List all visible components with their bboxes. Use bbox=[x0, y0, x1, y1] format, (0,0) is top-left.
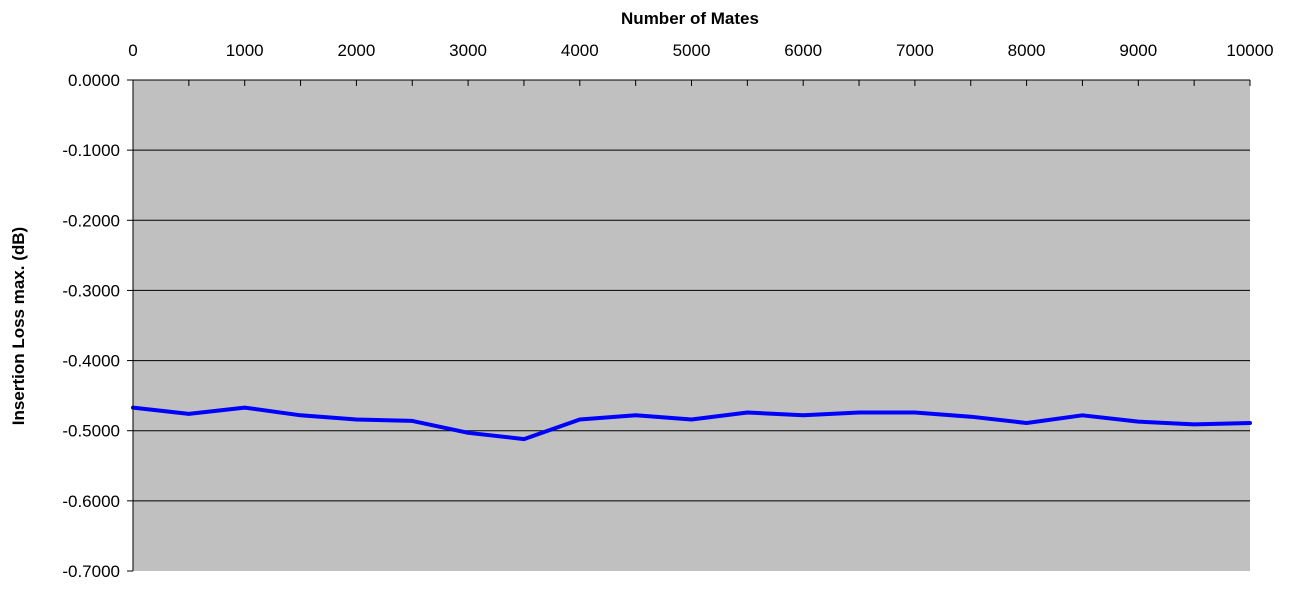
y-tick-label: -0.7000 bbox=[62, 562, 120, 581]
y-tick-label: -0.4000 bbox=[62, 352, 120, 371]
x-tick-label: 6000 bbox=[784, 41, 822, 60]
series-line bbox=[131, 405, 1252, 442]
x-tick-label: 4000 bbox=[561, 41, 599, 60]
y-tick-label: -0.1000 bbox=[62, 141, 120, 160]
x-tick-label: 2000 bbox=[337, 41, 375, 60]
x-tick-label: 9000 bbox=[1119, 41, 1157, 60]
y-tick-label: -0.5000 bbox=[62, 422, 120, 441]
x-tick-label: 3000 bbox=[449, 41, 487, 60]
x-tick-label: 7000 bbox=[896, 41, 934, 60]
y-tick-label: -0.6000 bbox=[62, 492, 120, 511]
x-axis-title: Number of Mates bbox=[621, 9, 759, 28]
y-tick-label: -0.3000 bbox=[62, 281, 120, 300]
x-tick-label: 0 bbox=[128, 41, 137, 60]
y-axis-title: Insertion Loss max. (dB) bbox=[9, 227, 28, 425]
x-tick-label: 8000 bbox=[1008, 41, 1046, 60]
x-tick-label: 1000 bbox=[226, 41, 264, 60]
x-tick-label: 5000 bbox=[673, 41, 711, 60]
y-tick-label: 0.0000 bbox=[68, 71, 120, 90]
x-tick-label: 10000 bbox=[1226, 41, 1273, 60]
plot-area bbox=[133, 80, 1250, 571]
y-tick-label: -0.2000 bbox=[62, 211, 120, 230]
